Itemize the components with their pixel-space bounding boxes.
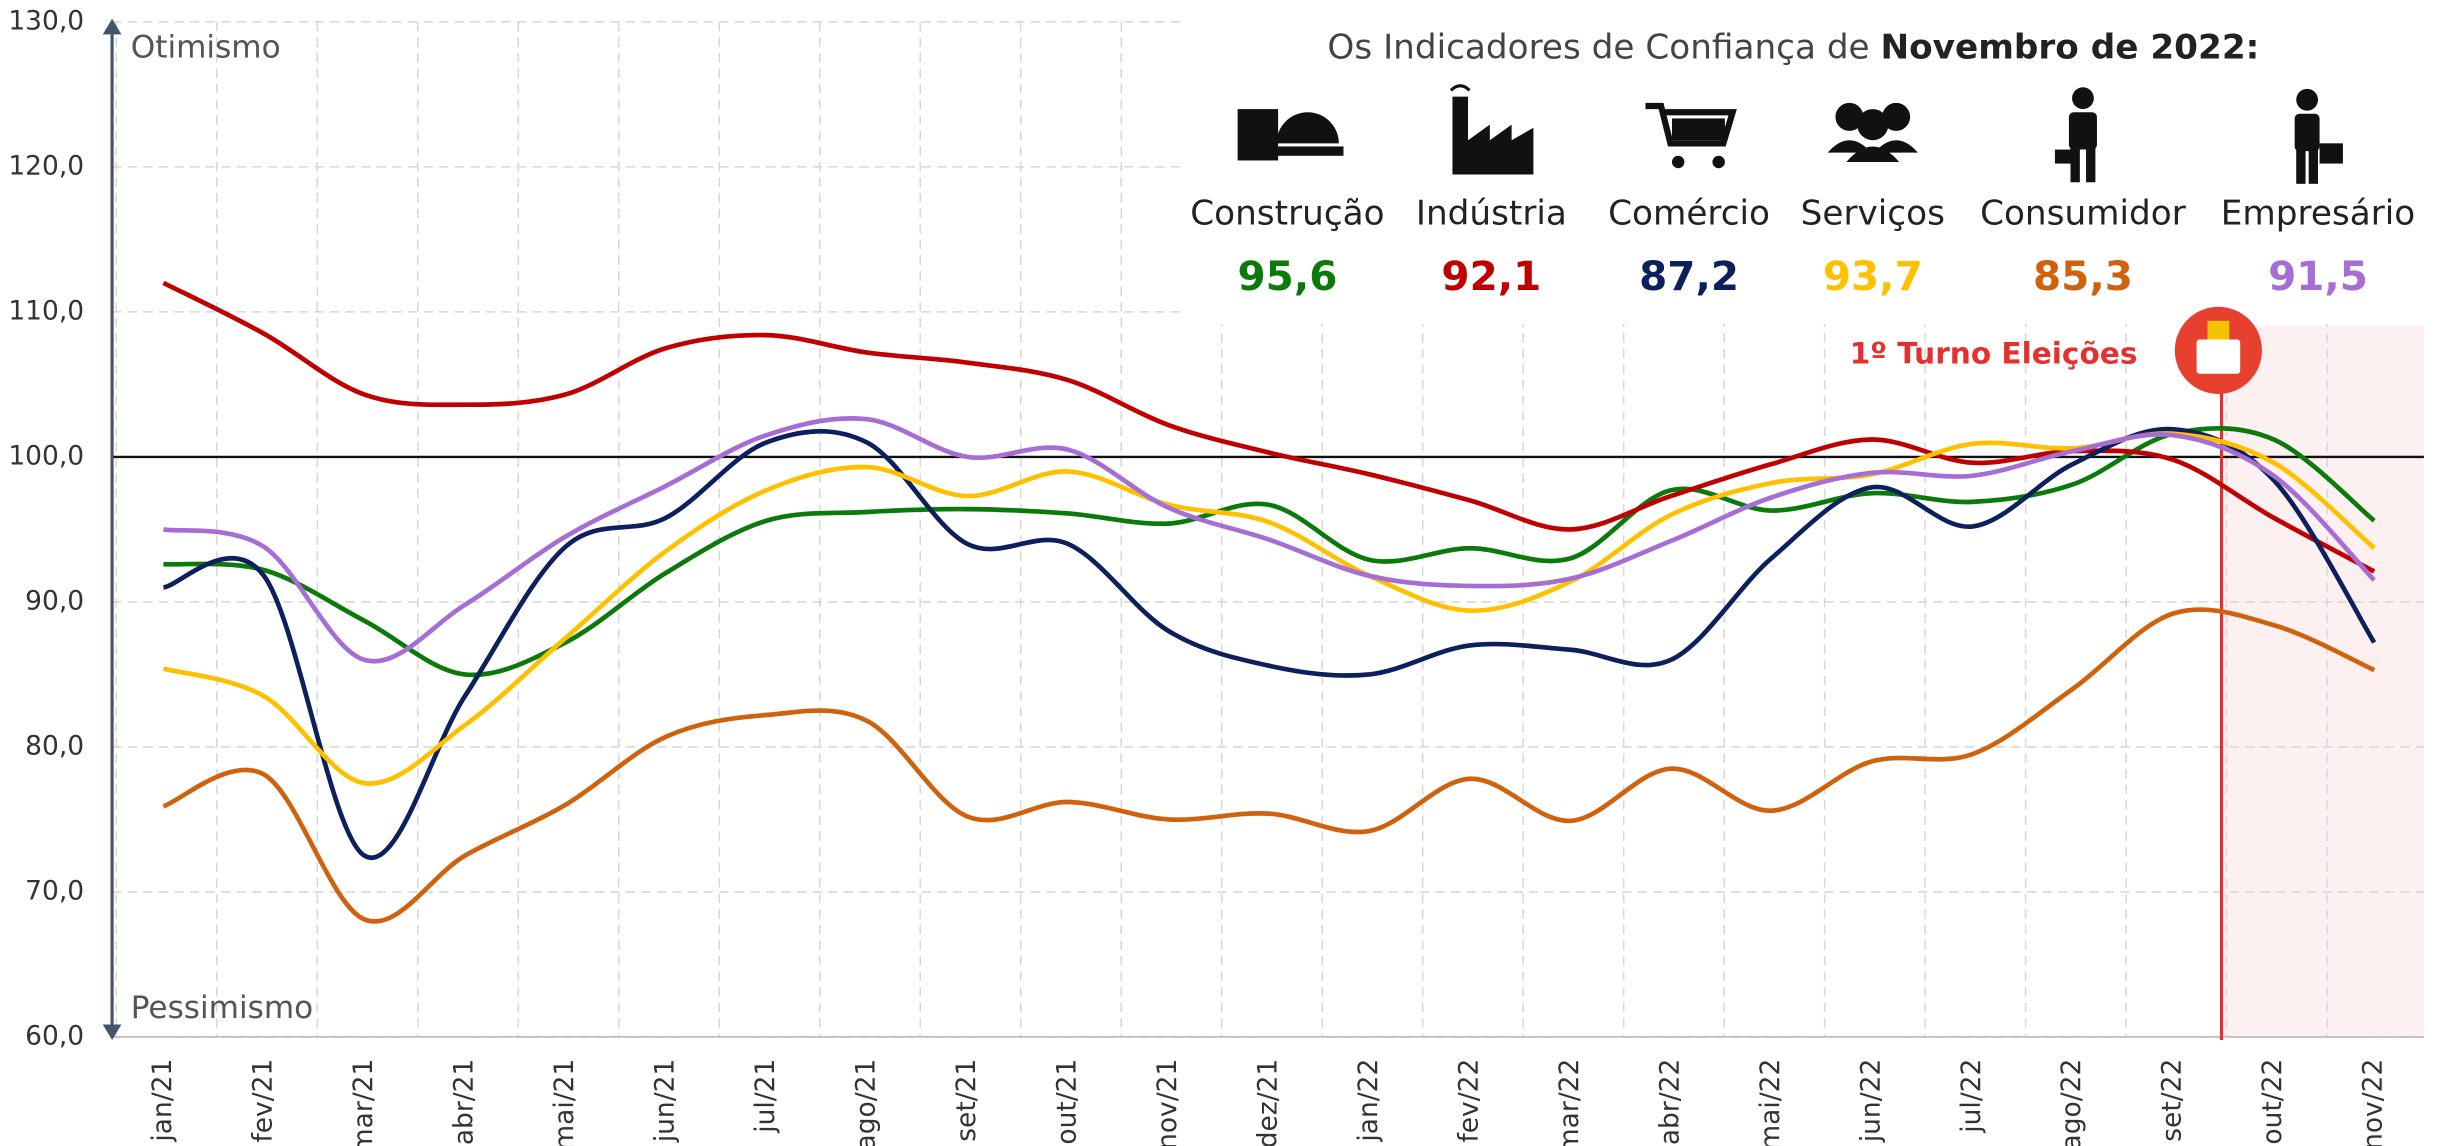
y-tick-label: 100,0	[8, 440, 84, 471]
icon-cart	[1645, 102, 1737, 169]
x-tick-label: fev/22	[1453, 1059, 1484, 1143]
latest-value-label: 87,2	[1639, 252, 1739, 300]
cards: Construção 95,6 Indústria 92,1 Comércio 87,2 S…	[1190, 193, 2415, 299]
event-label: 1º Turno Eleições	[1850, 337, 2138, 371]
x-tick-label: jul/21	[750, 1059, 781, 1134]
latest-value-label: 93,7	[1823, 252, 1923, 300]
legend-name: Construção	[1190, 193, 1384, 233]
x-tick-label: jul/22	[1956, 1059, 1987, 1134]
latest-value-label: 95,6	[1238, 252, 1338, 300]
x-tick-label: abr/22	[1654, 1059, 1685, 1145]
series-line	[162, 431, 2376, 786]
ballot-box	[2196, 339, 2241, 374]
x-tick-label: abr/21	[448, 1059, 479, 1145]
x-tick-label: mar/21	[348, 1059, 379, 1146]
x-tick-label: dez/21	[1252, 1059, 1283, 1146]
header-panel	[1183, 0, 2441, 324]
icon-businessman	[2294, 88, 2343, 184]
latest-value-label: 92,1	[1441, 252, 1541, 300]
legend-name: Indústria	[1416, 193, 1567, 233]
x-tick-label: out/22	[2257, 1059, 2288, 1145]
x-tick-label: mai/22	[1755, 1059, 1786, 1146]
header-title: Os Indicadores de Confiança de Novembro …	[1327, 27, 2259, 67]
latest-value-label: 91,5	[2268, 252, 2368, 300]
x-tick-label: nov/21	[1152, 1059, 1183, 1146]
y-tick-label: 120,0	[8, 150, 84, 181]
y-tick-label: 110,0	[8, 295, 84, 326]
y-tick-label: 90,0	[25, 585, 84, 616]
series-line	[162, 280, 2376, 574]
lines	[162, 280, 2377, 924]
title-bold: Novembro de 2022:	[1881, 27, 2260, 67]
legend-name: Consumidor	[1980, 193, 2187, 233]
y-tick-label: 60,0	[25, 1020, 84, 1051]
top-label: Otimismo	[131, 29, 281, 65]
x-tick-label: jun/21	[649, 1059, 680, 1143]
icons	[1237, 84, 2343, 184]
y-tick-label: 80,0	[25, 730, 84, 761]
y-tick-label: 130,0	[8, 5, 84, 36]
x-tick-label: ago/22	[2056, 1059, 2087, 1146]
event-shade	[2221, 325, 2424, 1037]
icon-people	[1827, 102, 1918, 163]
x-tick-label: ago/21	[850, 1059, 881, 1146]
legend-name: Comércio	[1608, 193, 1770, 233]
x-tick-label: nov/22	[2358, 1059, 2389, 1146]
icon-consumer	[2054, 87, 2097, 183]
series-line	[162, 607, 2376, 924]
x-tick-label: out/21	[1051, 1059, 1082, 1145]
icon-construction	[1237, 109, 1344, 161]
icon-industry	[1449, 84, 1534, 175]
legend-name: Empresário	[2221, 193, 2415, 233]
x-tick-label: jan/22	[1353, 1059, 1384, 1143]
series-line	[162, 426, 2377, 861]
legend-name: Serviços	[1801, 193, 1945, 233]
x-tick-label: mai/21	[549, 1059, 580, 1146]
y-tick-label: 70,0	[25, 875, 84, 906]
x-tick-label: jan/21	[147, 1059, 178, 1143]
x-tick-label: set/22	[2157, 1059, 2188, 1142]
bottom-label: Pessimismo	[131, 990, 313, 1026]
series-line	[163, 416, 2376, 664]
series-line	[163, 425, 2376, 678]
latest-value-label: 85,3	[2033, 252, 2133, 300]
ballot	[2207, 320, 2230, 340]
x-tick-label: mar/22	[1554, 1059, 1585, 1146]
x-tick-label: fev/21	[247, 1059, 278, 1143]
title: Os Indicadores de Confiança de	[1327, 27, 1880, 67]
x-tick-label: jun/22	[1855, 1059, 1886, 1143]
x-tick-label: set/21	[951, 1059, 982, 1142]
